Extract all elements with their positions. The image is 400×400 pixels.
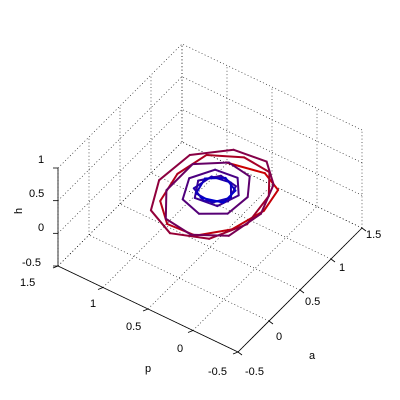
trajectory-segment [203, 176, 227, 180]
axes [52, 167, 367, 356]
x-tick-label: -0.5 [245, 366, 264, 378]
trajectory-segment [188, 148, 235, 156]
floor-grid-line [192, 206, 318, 331]
trajectory-segment [243, 156, 271, 174]
trajectory-segment [214, 168, 239, 179]
x-tick-mark [330, 258, 336, 263]
x-tick-label: 1.5 [366, 229, 381, 241]
z-axis-label: h [13, 208, 25, 214]
trajectory-segment [205, 154, 246, 159]
y-tick-label: 1 [90, 298, 96, 310]
trajectory-segment [232, 148, 268, 163]
trajectory-segment [226, 196, 249, 215]
trajectory-segment [236, 176, 240, 197]
trajectory-segment [195, 177, 206, 195]
y-tick-mark [187, 330, 194, 333]
y-axis-label: p [145, 363, 151, 375]
trajectory-segment [188, 168, 217, 180]
floor-grid-line [119, 203, 301, 291]
x-tick-mark [237, 351, 243, 356]
trajectory-segment [227, 161, 251, 178]
z-tick-label: -0.5 [22, 257, 41, 269]
trajectory-segment [159, 200, 169, 225]
y-tick-label: 1.5 [20, 277, 35, 289]
trajectory-segment [164, 189, 168, 220]
y-tick-label: -0.5 [208, 366, 227, 378]
trajectory-segment [199, 196, 225, 204]
trajectory-segment [230, 209, 265, 231]
z-tick-label: 0 [38, 222, 44, 234]
trajectory-segment [265, 160, 275, 186]
trajectory-segment [259, 183, 275, 215]
x-tick-mark [268, 320, 274, 325]
trajectory-segment [149, 179, 161, 212]
trajectory-segment [190, 233, 230, 237]
x-tick-mark [299, 289, 305, 294]
trajectory-segment [181, 198, 200, 215]
trajectory-segment [222, 189, 237, 204]
trajectory-series [149, 148, 280, 240]
x-tick-label: 0 [276, 331, 282, 343]
trajectory-segment [149, 209, 171, 235]
y-tick-label: 0 [177, 343, 183, 355]
trajectory-segment [165, 163, 194, 192]
trajectory-segment [263, 188, 280, 212]
z-tick-label: 1 [38, 154, 44, 166]
trajectory-segment [181, 177, 191, 201]
wall-grid-line [181, 43, 363, 131]
z-tick-label: 0.5 [29, 188, 44, 200]
trajectory-segment [169, 232, 211, 240]
trajectory-segment [193, 196, 219, 208]
x-tick-label: 1 [339, 262, 345, 274]
trajectory-segment [263, 172, 280, 191]
trajectory-segment [227, 212, 262, 237]
trajectory-segment [246, 175, 251, 199]
trajectory-segment [164, 217, 193, 236]
x-tick-label: 0.5 [305, 296, 320, 308]
y-tick-mark [232, 351, 239, 355]
trajectory-segment [267, 171, 271, 198]
x-axis-label: a [309, 350, 316, 362]
trajectory-segment [191, 161, 230, 166]
trajectory-segment [246, 195, 270, 226]
floor-grid-line [88, 234, 270, 322]
trajectory-segment [224, 176, 237, 192]
y-tick-mark [97, 287, 104, 290]
y-tick-mark [142, 308, 149, 312]
trajectory-segment [193, 179, 200, 199]
floor-grid-line [150, 172, 332, 260]
y-tick-label: 0.5 [126, 321, 141, 333]
trajectory-segment [158, 153, 191, 182]
x-tick-mark [361, 227, 367, 232]
